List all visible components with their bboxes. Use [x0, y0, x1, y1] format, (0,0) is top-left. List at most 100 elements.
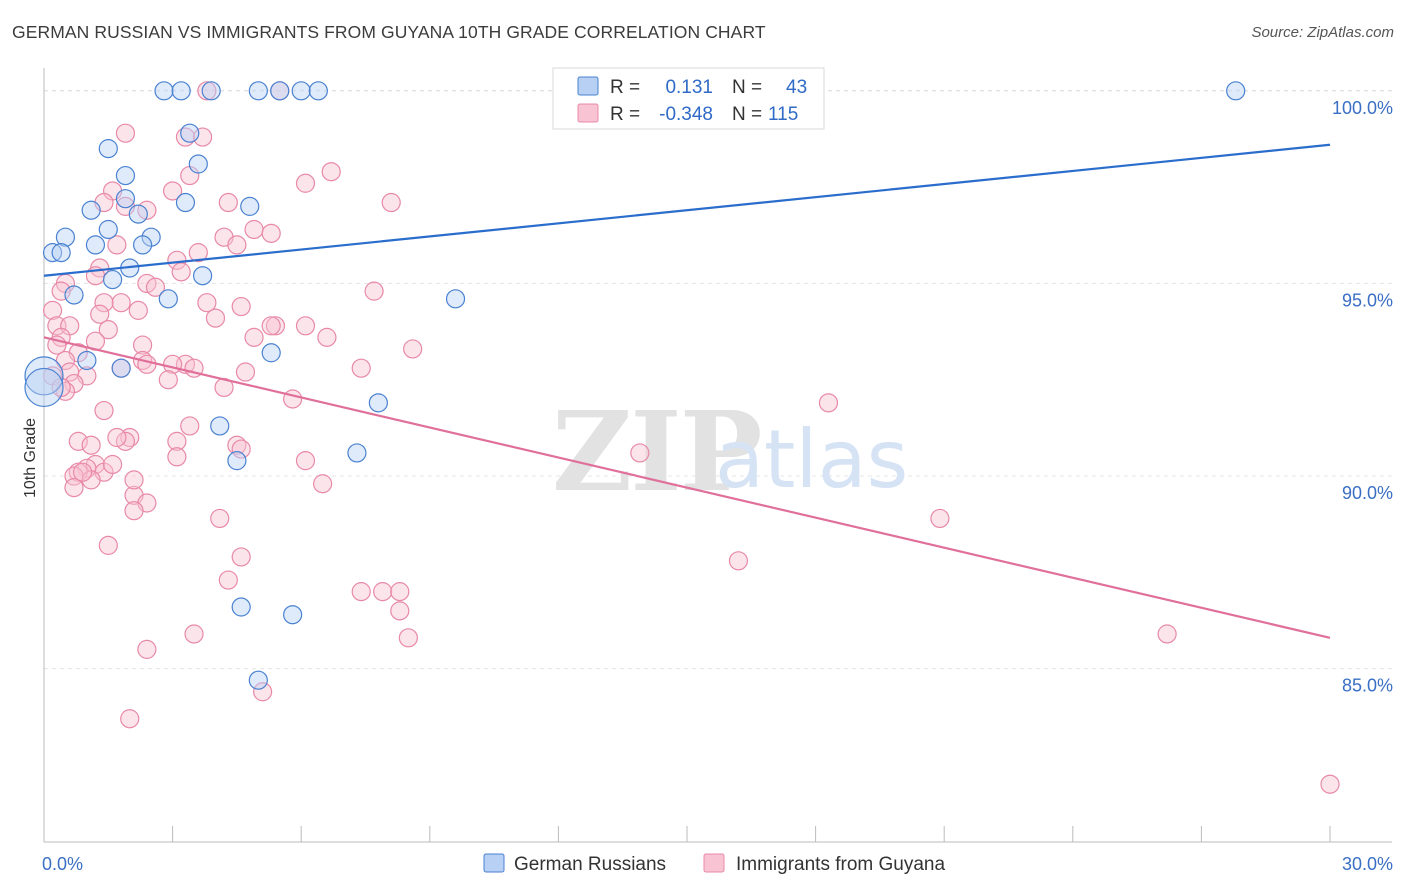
- guyana-point-18: [227, 235, 247, 255]
- german-russian-point-28: [158, 289, 178, 309]
- guyana-point-12: [381, 192, 401, 213]
- guyana-point-5: [321, 162, 341, 182]
- german-russian-point-0: [154, 81, 174, 101]
- guyana-point-39: [295, 316, 316, 336]
- german-russian-point-40: [24, 356, 64, 396]
- german-russian-point-35: [347, 443, 367, 463]
- bottom-legend-label-blue: German Russians: [514, 854, 666, 875]
- guyana-point-76: [81, 435, 101, 455]
- guyana-point-29: [364, 281, 384, 301]
- y-axis-title: 10th Grade: [22, 418, 39, 498]
- german-russian-point-31: [77, 350, 97, 371]
- legend-r-value-2: -0.348: [659, 104, 713, 125]
- guyana-point-59: [235, 362, 256, 382]
- german-russian-point-21: [132, 235, 153, 255]
- german-russian-point-37: [231, 597, 251, 617]
- guyana-point-62: [158, 370, 178, 390]
- guyana-point-77: [630, 443, 650, 463]
- guyana-point-37: [205, 308, 226, 328]
- legend-r-label-2: R =: [610, 104, 640, 125]
- watermark: ZIP atlas: [552, 387, 908, 516]
- x-tick-label-1: 30.0%: [1342, 854, 1393, 874]
- guyana-point-7: [295, 173, 316, 193]
- y-tick-label-0: 85.0%: [1342, 676, 1393, 696]
- source-credit: Source: ZipAtlas.com: [1251, 24, 1394, 41]
- guyana-point-4: [193, 127, 213, 147]
- german-russian-point-32: [111, 358, 131, 378]
- guyana-point-96: [218, 570, 238, 590]
- guyana-point-32: [94, 293, 114, 313]
- guyana-point-95: [728, 551, 749, 571]
- watermark-zip: ZIP: [552, 387, 760, 516]
- guyana-point-68: [94, 400, 114, 421]
- guyana-point-93: [98, 535, 118, 555]
- german-russian-point-11: [115, 165, 136, 186]
- german-russian-point-1: [171, 81, 191, 101]
- german-russian-point-41: [24, 367, 64, 408]
- bottom-legend-swatch-blue: [483, 853, 505, 873]
- german-russian-point-13: [175, 192, 196, 213]
- guyana-point-10: [218, 192, 238, 213]
- german-russian-point-14: [240, 196, 260, 216]
- guyana-point-9: [163, 181, 183, 201]
- x-tick-label-0: 0.0%: [42, 854, 83, 874]
- german-russian-point-7: [1226, 81, 1246, 101]
- guyana-point-100: [390, 601, 410, 621]
- guyana-point-30: [197, 293, 217, 313]
- guyana-point-97: [351, 582, 371, 602]
- german-russian-point-15: [81, 200, 101, 220]
- german-russian-point-2: [201, 81, 221, 101]
- guyana-point-106: [120, 709, 140, 729]
- guyana-point-94: [231, 547, 251, 567]
- german-russian-point-27: [64, 285, 84, 305]
- legend-n-label-2: N =: [732, 104, 762, 125]
- guyana-point-92: [210, 508, 230, 529]
- guyana-point-16: [261, 223, 281, 243]
- guyana-point-44: [244, 327, 264, 347]
- german-russian-point-10: [188, 154, 208, 174]
- guyana-point-43: [261, 316, 281, 336]
- guyana-point-34: [42, 300, 63, 320]
- guyana-point-90: [124, 501, 144, 521]
- legend-n-value-2: 115: [768, 104, 798, 125]
- series-legend: German Russians Immigrants from Guyana: [483, 853, 945, 875]
- german-russian-point-29: [445, 289, 466, 309]
- guyana-point-40: [265, 316, 286, 336]
- german-russian-point-3: [248, 81, 268, 101]
- guyana-point-23: [171, 262, 191, 282]
- german-russian-point-23: [51, 243, 71, 263]
- guyana-point-49: [132, 335, 153, 355]
- german-russian-point-17: [98, 219, 118, 240]
- chart-title: GERMAN RUSSIAN VS IMMIGRANTS FROM GUYANA…: [12, 22, 766, 42]
- guyana-point-108: [107, 427, 127, 448]
- legend-r-label-1: R =: [610, 77, 640, 98]
- series-guyana-points: [42, 81, 1340, 794]
- watermark-atlas: atlas: [715, 413, 908, 506]
- guyana-point-101: [398, 628, 418, 648]
- stats-legend: R = 0.131 N = 43 R = -0.348 N = 115: [552, 67, 825, 130]
- bottom-legend-swatch-pink: [703, 853, 725, 873]
- guyana-point-67: [818, 393, 839, 413]
- guyana-point-2: [115, 123, 136, 143]
- german-russian-point-36: [227, 451, 247, 471]
- guyana-point-104: [137, 639, 157, 659]
- guyana-point-50: [403, 339, 423, 359]
- german-russian-point-38: [283, 605, 303, 625]
- german-russian-point-8: [180, 123, 200, 143]
- guyana-point-45: [317, 327, 337, 347]
- legend-swatch-blue: [577, 76, 599, 96]
- german-russian-point-34: [210, 416, 230, 436]
- series-german-russians-points: [24, 81, 1246, 690]
- guyana-point-66: [283, 389, 303, 409]
- guyana-point-103: [184, 624, 204, 644]
- legend-swatch-pink: [577, 103, 599, 123]
- guyana-point-36: [90, 304, 110, 324]
- guyana-point-19: [107, 235, 127, 255]
- guyana-point-52: [55, 350, 76, 371]
- guyana-point-28: [51, 281, 71, 301]
- guyana-point-87: [313, 474, 333, 494]
- guyana-point-15: [244, 219, 264, 240]
- german-russian-point-6: [308, 81, 328, 101]
- german-russian-point-9: [98, 139, 118, 159]
